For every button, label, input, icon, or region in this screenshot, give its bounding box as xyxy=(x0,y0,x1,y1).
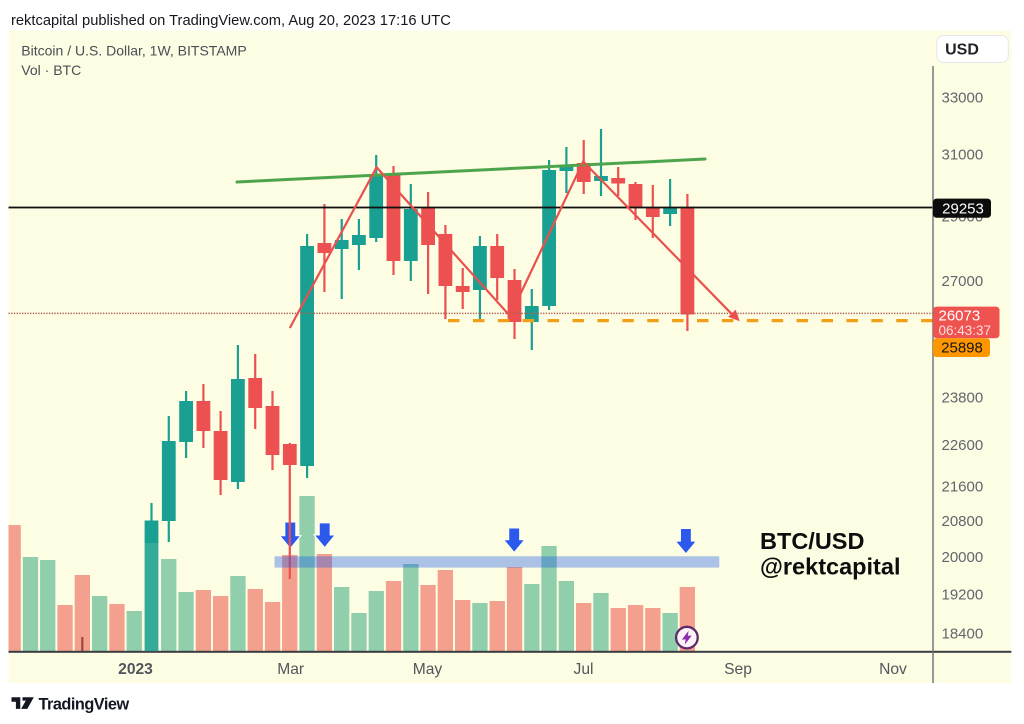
svg-text:Jul: Jul xyxy=(574,661,594,678)
svg-text:Vol · BTC: Vol · BTC xyxy=(21,62,81,78)
svg-text:18400: 18400 xyxy=(942,625,984,642)
svg-text:19200: 19200 xyxy=(942,586,984,603)
svg-text:26073: 26073 xyxy=(939,308,981,325)
svg-text:22600: 22600 xyxy=(942,437,984,454)
svg-text:USD: USD xyxy=(945,42,979,59)
svg-text:23800: 23800 xyxy=(942,389,984,406)
svg-text:Sep: Sep xyxy=(724,661,752,678)
svg-text:2023: 2023 xyxy=(118,661,153,678)
svg-text:TradingView: TradingView xyxy=(39,696,130,714)
svg-text:May: May xyxy=(413,661,443,678)
svg-text:Nov: Nov xyxy=(879,661,907,678)
svg-text:Bitcoin / U.S. Dollar, 1W, BIT: Bitcoin / U.S. Dollar, 1W, BITSTAMP xyxy=(21,43,246,59)
svg-text:31000: 31000 xyxy=(942,147,984,164)
svg-text:rektcapital published on Tradi: rektcapital published on TradingView.com… xyxy=(11,13,451,29)
svg-text:33000: 33000 xyxy=(942,89,984,106)
svg-text:Mar: Mar xyxy=(277,661,304,678)
svg-text:06:43:37: 06:43:37 xyxy=(939,323,992,338)
svg-text:25898: 25898 xyxy=(941,340,983,357)
svg-text:20800: 20800 xyxy=(942,513,984,530)
svg-text:21600: 21600 xyxy=(942,478,984,495)
svg-text:@rektcapital: @rektcapital xyxy=(760,554,900,580)
svg-text:29253: 29253 xyxy=(942,200,984,217)
svg-text:20000: 20000 xyxy=(942,549,984,566)
svg-text:BTC/USD: BTC/USD xyxy=(760,528,864,554)
svg-text:27000: 27000 xyxy=(942,273,984,290)
